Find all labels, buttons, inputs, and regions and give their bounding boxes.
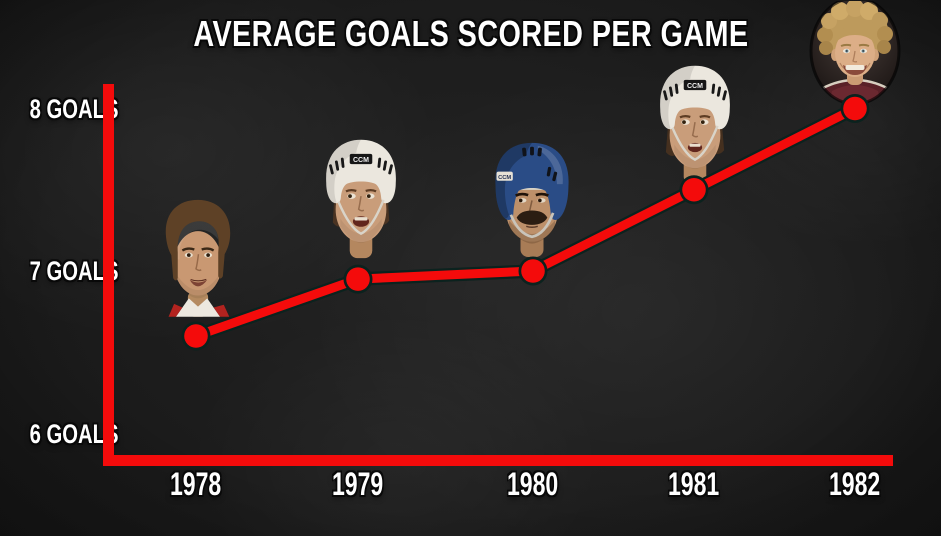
player-photo-1980: CCM <box>482 140 582 262</box>
line-series <box>191 104 860 341</box>
svg-text:CCM: CCM <box>687 83 703 90</box>
player-photo-1982 <box>809 0 901 110</box>
data-point-1982 <box>843 96 867 121</box>
y-axis-line <box>103 84 114 466</box>
player-photo-1978 <box>152 192 244 325</box>
data-point-1981 <box>682 177 706 202</box>
player-face-blue-helmet-mustache-icon: CCM <box>495 142 569 257</box>
x-axis-label: 1982 <box>829 466 881 502</box>
chart-title: AVERAGE GOALS SCORED PER GAME <box>0 13 941 55</box>
player-photo-1979: CCM <box>314 136 408 265</box>
x-axis-label: 1980 <box>507 466 559 502</box>
data-point-1980 <box>521 259 545 283</box>
data-point-1979 <box>346 267 370 291</box>
x-axis-label: 1978 <box>170 466 222 502</box>
player-face-curly-blond-hair-icon <box>809 0 901 106</box>
data-points <box>181 94 870 351</box>
x-axis-line <box>103 455 893 466</box>
svg-text:CCM: CCM <box>353 157 369 164</box>
svg-text:CCM: CCM <box>498 175 511 181</box>
chart-title-text: AVERAGE GOALS SCORED PER GAME <box>192 13 749 54</box>
data-point-1978 <box>184 324 208 348</box>
x-axis-label: 1979 <box>332 466 384 502</box>
x-axis-label: 1981 <box>668 466 720 502</box>
player-face-dark-hair-no-helmet-icon <box>165 199 231 317</box>
player-face-white-ccm-helmet-icon: CCM <box>326 139 396 259</box>
